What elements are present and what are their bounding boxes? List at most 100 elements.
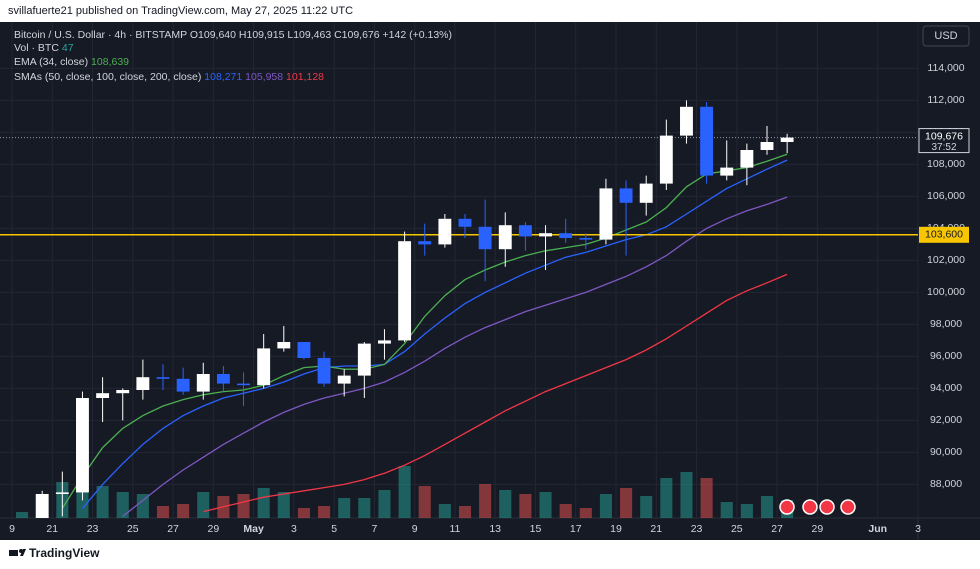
y-tick-label: 90,000: [930, 446, 962, 458]
candle-body: [237, 383, 250, 386]
candles: [35, 100, 794, 518]
ema-label: EMA (34, close): [14, 56, 88, 68]
x-tick-label: 7: [371, 523, 377, 535]
logo-mark: [20, 549, 26, 556]
indicator-line: [61, 153, 788, 509]
x-tick-label: 3: [915, 523, 921, 535]
x-tick-label: 27: [167, 523, 179, 535]
candle-body: [55, 492, 69, 494]
candle-body: [216, 374, 230, 384]
indicator-lines: [0, 137, 918, 517]
x-tick-label: 27: [771, 523, 783, 535]
x-tick-label: 21: [46, 523, 58, 535]
candle-body: [720, 167, 734, 176]
x-tick-label: 29: [207, 523, 219, 535]
volume-bar: [116, 492, 129, 518]
candle-body: [700, 106, 714, 176]
y-tick-label: 114,000: [927, 62, 964, 74]
volume-bar: [499, 490, 512, 518]
y-tick-label: 94,000: [930, 382, 962, 394]
y-tick-label: 112,000: [927, 94, 964, 106]
legend-row: SMAs (50, close, 100, close, 200, close)…: [14, 71, 324, 83]
volume-bar: [579, 508, 592, 518]
sma-value: 105,958: [245, 71, 283, 83]
volume-bar: [458, 506, 472, 518]
currency-label[interactable]: USD: [934, 30, 957, 42]
logo-mark: [9, 550, 18, 556]
volume-bar: [358, 498, 371, 518]
y-tick-label: 106,000: [927, 190, 965, 202]
ema-value: 108,639: [91, 56, 129, 68]
x-tick-label: 11: [449, 523, 460, 535]
indicator-line: [82, 159, 788, 509]
candle-body: [116, 390, 130, 394]
volume-bar: [700, 478, 713, 518]
volume-bar: [680, 472, 693, 518]
volume-bar: [740, 504, 753, 518]
axes: 88,000 90,000 92,000 94,000 96,000 98,000 100,…: [9, 62, 970, 535]
candle-body: [518, 225, 532, 237]
volume-bar: [237, 494, 250, 518]
x-tick-label: 21: [650, 523, 662, 535]
x-tick-label: 23: [87, 523, 99, 535]
volume-bar: [257, 488, 270, 518]
grid: [0, 22, 919, 518]
x-tick-label: 3: [291, 523, 297, 535]
candle-body: [478, 226, 492, 250]
x-tick-label: 25: [731, 523, 743, 535]
y-tick-label: 98,000: [930, 318, 962, 330]
indicator-line: [122, 196, 788, 517]
event-icon[interactable]: [819, 499, 835, 515]
candle-body: [257, 348, 271, 386]
volume-value: 47: [62, 42, 74, 54]
x-tick-label: May: [243, 523, 264, 535]
x-tick-label: 13: [489, 523, 501, 535]
candle-body: [378, 340, 391, 344]
y-tick-label: 100,000: [927, 286, 965, 298]
x-tick-label: 9: [412, 523, 418, 535]
volume-bar: [720, 502, 733, 518]
candle-body: [619, 188, 633, 203]
volume-pane: [16, 466, 794, 518]
event-icons: [779, 499, 856, 515]
event-icon[interactable]: [840, 499, 856, 515]
legend-row: Bitcoin / U.S. Dollar · 4h · BITSTAMP O1…: [14, 29, 452, 41]
candle-body: [579, 238, 593, 240]
volume-bar: [378, 490, 391, 518]
currency-button[interactable]: [922, 25, 970, 47]
x-tick-label: 19: [610, 523, 622, 535]
ohlc-value: O109,640: [190, 29, 236, 41]
x-tick-label: 15: [530, 523, 542, 535]
candle-body: [176, 378, 190, 392]
event-icon[interactable]: [779, 499, 795, 515]
sma-value: 108,271: [204, 71, 242, 83]
legend: Bitcoin / U.S. Dollar · 4h · BITSTAMP O1…: [14, 29, 452, 83]
y-tick-label: 102,000: [927, 254, 965, 266]
event-icon[interactable]: [802, 499, 818, 515]
candle-body: [760, 142, 774, 150]
volume-bar: [640, 496, 653, 518]
candle-body: [539, 233, 552, 237]
volume-bar: [16, 512, 29, 518]
candle-body: [156, 377, 170, 379]
sma-label: SMAs (50, close, 100, close, 200, close): [14, 71, 201, 83]
volume-bar: [177, 504, 190, 518]
candle-body: [680, 106, 693, 136]
ohlc-value: +142 (+0.13%): [383, 29, 452, 41]
volume-bar: [599, 494, 612, 518]
x-tick-label: 23: [691, 523, 703, 535]
ohlc-value: H109,915: [239, 29, 285, 41]
candle-body: [136, 377, 150, 390]
header-bg: [0, 0, 980, 22]
candle-body: [96, 393, 110, 398]
y-tick-label: 96,000: [930, 350, 962, 362]
footer-logo: [9, 549, 26, 556]
candle-body: [559, 233, 573, 238]
price-tag-label: 109,676: [925, 130, 963, 142]
candle-body: [357, 343, 371, 376]
x-tick-label: Jun: [868, 523, 887, 535]
footer-bg: [0, 540, 980, 569]
volume-bar: [318, 506, 331, 518]
